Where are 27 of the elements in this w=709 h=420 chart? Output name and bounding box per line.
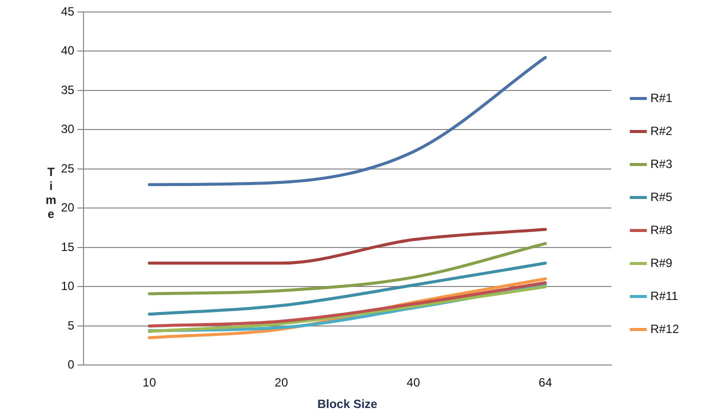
legend-label: R#9 [650,256,673,270]
y-tick-label: 5 [68,318,75,332]
x-axis-title: Block Size [317,397,378,412]
legend-label: R#11 [650,288,678,303]
legend-label: R#8 [650,222,673,237]
y-tick-label: 25 [60,161,75,176]
y-tick-label: 35 [60,82,75,97]
y-tick-label: 0 [68,358,75,372]
y-tick-label: 10 [60,279,75,294]
y-tick-label: 40 [60,44,75,58]
legend-label: R#12 [650,322,680,336]
line-series [148,242,547,296]
legend-label: R#2 [650,124,673,138]
y-tick-label: 45 [60,4,75,18]
legend-label: R#3 [650,156,673,171]
line-series [148,56,547,186]
legend-label: R#5 [650,190,673,204]
y-tick-label: 30 [60,122,75,136]
x-tick-label: 64 [538,376,552,390]
x-tick-label: 20 [274,376,288,390]
legend-label: R#1 [650,90,673,105]
line-series [148,262,547,316]
y-tick-label: 15 [60,240,75,254]
y-tick-label: 20 [60,200,75,215]
y-axis-title: Time [44,165,58,221]
x-tick-label: 10 [142,376,156,390]
x-tick-label: 40 [406,376,420,390]
